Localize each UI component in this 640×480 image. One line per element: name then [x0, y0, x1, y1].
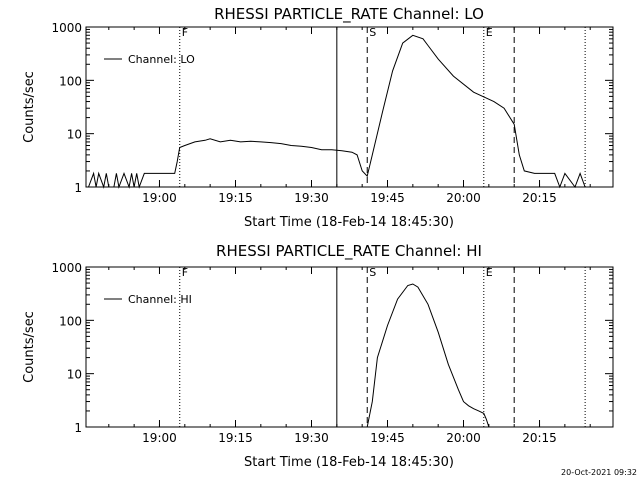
x-tick-label: 20:00 [446, 191, 481, 205]
x-axis-label: Start Time (18-Feb-14 18:45:30) [244, 215, 454, 230]
event-marker-label: E [486, 26, 493, 39]
event-marker-label: S [369, 266, 376, 279]
x-tick-label: 19:30 [294, 431, 329, 445]
event-marker-label: F [182, 26, 188, 39]
y-tick-label: 1 [74, 421, 82, 435]
x-axis-ticks: 19:00 19:15 19:30 19:45 20:00 20:15 [108, 27, 591, 205]
x-tick-label: 19:45 [370, 191, 405, 205]
y-axis-ticks: 1 10 100 1000 [51, 21, 613, 195]
y-tick-label: 1000 [51, 21, 82, 35]
y-axis-label: Counts/sec [22, 71, 37, 143]
y-tick-label: 1000 [51, 261, 82, 275]
x-tick-label: 19:15 [218, 191, 253, 205]
y-tick-label: 10 [67, 128, 82, 142]
x-tick-label: 19:45 [370, 431, 405, 445]
x-tick-label: 19:00 [142, 431, 177, 445]
x-tick-label: 20:15 [522, 191, 557, 205]
y-axis-label: Counts/sec [22, 311, 37, 383]
chart-panel-lo: RHESSI PARTICLE_RATE Channel: LO Counts/… [22, 5, 614, 230]
y-axis-ticks: 1 10 100 1000 [51, 261, 613, 435]
event-marker-label: S [369, 26, 376, 39]
chart-title: RHESSI PARTICLE_RATE Channel: LO [214, 5, 484, 24]
plot-area [85, 26, 614, 188]
y-tick-label: 10 [67, 368, 82, 382]
y-tick-label: 1 [74, 181, 82, 195]
event-marker-label: E [486, 266, 493, 279]
x-tick-label: 20:00 [446, 431, 481, 445]
chart-title: RHESSI PARTICLE_RATE Channel: HI [216, 242, 482, 261]
legend-label: Channel: LO [128, 53, 195, 66]
series-line [366, 283, 490, 428]
plot-frame [85, 26, 614, 188]
plot-area [85, 266, 614, 428]
legend: Channel: HI [104, 293, 192, 306]
x-tick-label: 19:15 [218, 431, 253, 445]
x-tick-label: 20:15 [522, 431, 557, 445]
x-axis-ticks: 19:00 19:15 19:30 19:45 20:00 20:15 [108, 267, 591, 445]
footer-timestamp: 20-Oct-2021 09:32 [561, 468, 637, 477]
series-line [86, 34, 588, 189]
y-tick-label: 100 [59, 74, 82, 88]
legend-label: Channel: HI [128, 293, 192, 306]
legend: Channel: LO [104, 53, 195, 66]
x-tick-label: 19:00 [142, 191, 177, 205]
event-marker-label: F [182, 266, 188, 279]
x-axis-label: Start Time (18-Feb-14 18:45:30) [244, 455, 454, 470]
plot-frame [85, 266, 614, 428]
chart-panel-hi: RHESSI PARTICLE_RATE Channel: HI Counts/… [22, 242, 614, 470]
data-series [366, 283, 490, 428]
y-tick-label: 100 [59, 314, 82, 328]
data-series [86, 34, 588, 189]
x-tick-label: 19:30 [294, 191, 329, 205]
